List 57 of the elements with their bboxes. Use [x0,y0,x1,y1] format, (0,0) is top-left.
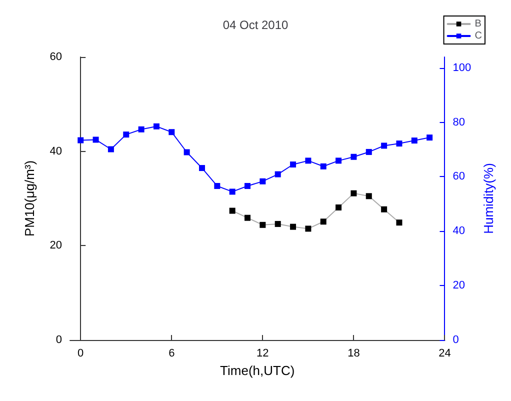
x-tick-label: 18 [348,348,360,360]
point [411,138,418,144]
y-tick-label: 60 [50,51,62,63]
legend-label: C [474,30,482,42]
point [260,178,266,184]
point [229,208,236,214]
y2-tick-label: 100 [452,62,472,74]
y2-tick-label: 20 [452,280,465,292]
y2-tick-label: 80 [452,116,465,128]
x-tick-label: 6 [168,348,175,360]
x-tick-label: 0 [78,348,84,360]
point [229,188,236,195]
point [138,126,144,132]
point [274,171,281,178]
x-tick-label: 24 [438,348,451,360]
point [123,132,130,138]
point [396,220,402,226]
point [78,137,84,144]
point [274,220,281,227]
y-tick-label: 20 [50,240,62,252]
y2-tick-label: 60 [452,170,465,183]
x-axis-title: Time(h,UTC) [220,362,295,378]
point [214,182,220,189]
legend-label: B [474,18,482,30]
point [366,148,372,155]
y-tick-label: 40 [50,145,62,158]
point [366,193,372,200]
point [320,218,326,225]
point [426,134,433,141]
y-tick-label: 0 [56,334,62,346]
point [336,204,342,210]
point [305,226,312,232]
point [198,165,205,172]
x-tick-label: 12 [256,348,269,360]
point [108,146,114,152]
point [336,158,342,164]
point [350,190,357,196]
point [320,163,326,170]
point [290,161,296,168]
point [350,154,357,160]
point [244,214,251,221]
point [381,142,388,149]
point [153,123,160,130]
point [290,224,296,230]
point [168,129,175,136]
point [396,140,402,147]
y2-axis-title: Humidity(%) [481,163,496,234]
y2-tick-label: 40 [452,225,465,238]
point [381,206,388,212]
point [260,222,266,228]
point [305,158,312,164]
chart-title: 04 Oct 2010 [222,18,289,32]
point [244,182,251,189]
point [92,136,99,143]
y-axis-title: PM10(μg/m³) [22,160,37,237]
y2-tick-label: 0 [452,334,459,346]
point [184,149,190,156]
